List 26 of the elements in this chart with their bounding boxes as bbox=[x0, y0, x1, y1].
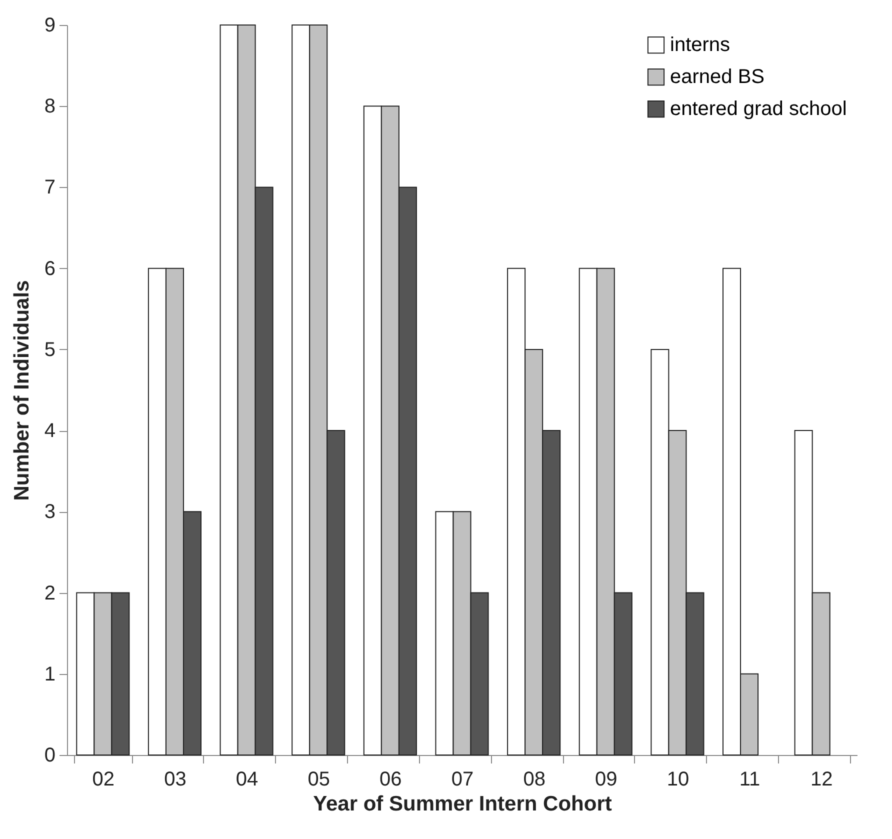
x-tick-label: 11 bbox=[739, 768, 760, 790]
x-tick-label: 10 bbox=[666, 768, 690, 790]
x-tick-label: 07 bbox=[451, 768, 474, 790]
x-tick-label: 12 bbox=[810, 768, 833, 790]
y-axis-title: Number of Individuals bbox=[10, 280, 34, 501]
y-tick-label: 6 bbox=[44, 258, 56, 280]
y-tick-label: 0 bbox=[44, 744, 56, 766]
y-tick-label: 7 bbox=[44, 176, 56, 199]
x-tick-label: 09 bbox=[595, 768, 618, 790]
y-tick-label: 1 bbox=[44, 663, 56, 686]
x-tick-label: 06 bbox=[380, 768, 402, 790]
legend-label: interns bbox=[670, 34, 730, 56]
x-tick-label: 08 bbox=[523, 768, 546, 790]
x-axis-title: Year of Summer Intern Cohort bbox=[313, 792, 612, 816]
x-tick-label: 04 bbox=[236, 768, 258, 790]
y-tick-label: 9 bbox=[44, 14, 56, 36]
y-tick-label: 3 bbox=[44, 501, 56, 524]
legend-label: entered grad school bbox=[670, 98, 847, 120]
y-tick-label: 8 bbox=[44, 96, 56, 118]
y-tick-label: 5 bbox=[44, 338, 56, 361]
x-tick-label: 03 bbox=[164, 768, 186, 790]
y-tick-label: 4 bbox=[44, 420, 56, 442]
legend-label: earned BS bbox=[670, 66, 765, 88]
y-tick-label: 2 bbox=[44, 582, 56, 604]
x-tick-label: 05 bbox=[308, 768, 330, 790]
x-tick-label: 02 bbox=[92, 768, 115, 790]
